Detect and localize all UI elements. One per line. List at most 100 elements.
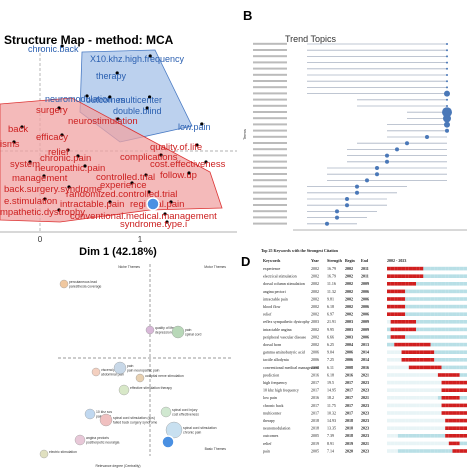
burst-cell: dorsal horn — [263, 342, 281, 347]
burst-cell-bar — [405, 297, 409, 301]
burst-cell-bar — [456, 418, 460, 423]
trend-point — [325, 221, 329, 226]
burst-cell-bar — [423, 388, 427, 392]
burst-cell: 2014 — [361, 357, 369, 362]
burst-cell-bar — [394, 335, 398, 339]
theme-label: quality of life — [155, 326, 174, 330]
burst-cell-bar — [412, 441, 417, 446]
burst-cell-bar — [463, 388, 467, 392]
burst-cell-bar — [412, 342, 417, 347]
burst-cell-bar — [387, 320, 391, 324]
burst-cell-bar — [412, 297, 417, 301]
burst-cell-bar — [445, 434, 449, 438]
burst-cell: outcomes — [263, 433, 279, 438]
burst-cell-bar — [445, 396, 449, 400]
burst-cell-bar — [394, 411, 398, 415]
burst-cell-bar — [423, 418, 427, 423]
burst-cell-bar — [430, 418, 435, 423]
burst-cell-bar — [430, 358, 435, 362]
burst-cell-bar — [397, 434, 402, 438]
burst-cell-bar — [397, 403, 402, 408]
burst-cell-bar — [408, 304, 413, 309]
red-point — [130, 181, 134, 185]
burst-cell-bar — [423, 289, 427, 294]
burst-cell-bar — [412, 282, 417, 286]
burst-cell-bar — [427, 350, 431, 354]
burst-cell-bar — [441, 304, 446, 309]
burst-cell-bar — [394, 350, 398, 354]
blue-term-label: multicenter — [118, 95, 162, 105]
burst-cell-bar — [430, 342, 435, 347]
burst-cell-bar — [394, 297, 398, 301]
term-label-placeholder — [253, 104, 287, 107]
burst-cell-bar — [437, 297, 442, 301]
red-term-label: neuropathic.pain — [35, 163, 105, 174]
term-label-placeholder — [253, 42, 287, 45]
trend-point — [375, 166, 379, 170]
burst-cell-bar — [427, 396, 431, 400]
term-label-placeholder — [253, 73, 287, 76]
burst-cell-bar — [419, 342, 424, 347]
burst-cell: relief — [263, 312, 272, 317]
burst-cell-bar — [412, 327, 417, 332]
burst-cell-bar — [387, 365, 391, 370]
theme-sublabel: postherpetic neuralgia — [86, 441, 119, 445]
burst-cell-bar — [397, 365, 402, 370]
burst-cell-bar — [430, 380, 435, 385]
burst-cell-bar — [441, 335, 446, 339]
theme-label: effective stimulation therapy — [130, 386, 172, 390]
red-point — [116, 117, 120, 121]
burst-cell: 2023 — [361, 433, 369, 438]
burst-cell-bar — [437, 320, 442, 324]
burst-cell: prediction — [263, 372, 279, 377]
burst-cell-bar — [397, 342, 402, 347]
burst-cell-bar — [394, 396, 398, 400]
burst-cell-bar — [390, 373, 395, 377]
burst-cell-bar — [459, 312, 464, 316]
burst-cell-bar — [437, 282, 442, 286]
burst-cell: 11.16 — [327, 281, 336, 286]
burst-cell-bar — [427, 434, 431, 438]
red-term-label: isms — [0, 139, 20, 150]
trend-point — [446, 105, 448, 107]
theme-sublabel: cost effectiveness — [172, 413, 199, 417]
theme-sublabel: failed back surgery syndrome — [113, 421, 157, 425]
red-point — [147, 190, 151, 194]
burst-cell-bar — [434, 304, 438, 309]
theme-bubble — [39, 449, 49, 459]
burst-cell-bar — [401, 449, 406, 453]
burst-cell-bar — [419, 388, 424, 392]
burst-cell-bar — [401, 274, 406, 278]
burst-cell-bar — [437, 312, 442, 316]
burst-cell-bar — [419, 266, 424, 271]
burst-cell-bar — [405, 426, 409, 430]
burst-cell-bar — [441, 411, 446, 415]
burst-cell-bar — [390, 380, 395, 385]
burst-cell-bar — [445, 358, 449, 362]
burst-cell-bar — [427, 373, 431, 377]
burst-cell-bar — [390, 266, 395, 271]
burst-cell-bar — [405, 358, 409, 362]
burst-cell-bar — [445, 441, 449, 446]
burst-cell-bar — [430, 441, 435, 446]
burst-cell-bar — [441, 266, 446, 271]
theme-bubble — [91, 367, 101, 377]
burst-cell-bar — [434, 266, 438, 271]
burst-cell-bar — [394, 358, 398, 362]
burst-cell-bar — [427, 327, 431, 332]
burst-cell: 2002 — [311, 289, 319, 294]
red-term-label: experience — [100, 180, 146, 191]
burst-cell: gamma aminobutyric acid — [263, 350, 305, 355]
burst-cell-bar — [437, 350, 442, 354]
burst-cell-bar — [437, 449, 442, 453]
red-term-label: quality.of.life — [150, 142, 202, 153]
burst-cell-bar — [463, 304, 467, 309]
burst-cell-bar — [445, 304, 449, 309]
burst-cell: 6.11 — [327, 365, 334, 370]
burst-cell-bar — [452, 282, 457, 286]
burst-cell-bar — [401, 289, 406, 294]
red-point — [60, 133, 64, 137]
burst-cell-bar — [397, 373, 402, 377]
burst-cell-bar — [459, 350, 464, 354]
burst-cell-bar — [394, 403, 398, 408]
